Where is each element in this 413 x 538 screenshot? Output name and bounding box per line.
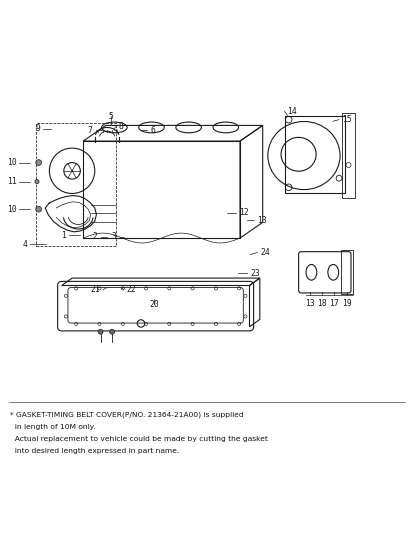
Text: 6: 6 [150, 126, 154, 135]
Circle shape [36, 206, 41, 212]
Text: 21: 21 [90, 285, 100, 294]
Text: 2: 2 [93, 232, 97, 242]
Text: 13: 13 [304, 299, 314, 308]
Text: 8: 8 [118, 122, 123, 131]
Text: into desired length expressed in part name.: into desired length expressed in part na… [10, 449, 178, 455]
Text: 23: 23 [250, 268, 259, 278]
Text: 13: 13 [257, 216, 266, 225]
Text: 9: 9 [35, 124, 40, 133]
Circle shape [98, 329, 103, 334]
Text: 3: 3 [112, 232, 116, 242]
Text: 10: 10 [7, 158, 17, 167]
Text: 12: 12 [238, 208, 248, 217]
Text: 11: 11 [7, 177, 17, 186]
Text: 14: 14 [287, 107, 297, 116]
Text: 7: 7 [88, 126, 93, 135]
Text: 20: 20 [149, 300, 159, 309]
Text: in length of 10M only.: in length of 10M only. [10, 424, 95, 430]
Text: 18: 18 [316, 299, 326, 308]
Circle shape [109, 329, 114, 334]
Text: 19: 19 [342, 299, 351, 308]
Text: 1: 1 [61, 231, 66, 239]
Text: 5: 5 [109, 112, 114, 121]
Text: * GASKET-TIMING BELT COVER(P/NO. 21364-21A00) is supplied: * GASKET-TIMING BELT COVER(P/NO. 21364-2… [10, 412, 243, 418]
Text: Actual replacement to vehicle could be made by cutting the gasket: Actual replacement to vehicle could be m… [10, 436, 267, 442]
Text: 10: 10 [7, 204, 17, 214]
Text: 15: 15 [341, 115, 351, 124]
Circle shape [35, 180, 39, 183]
Text: 22: 22 [126, 285, 136, 294]
Text: 17: 17 [328, 299, 338, 308]
Text: 4: 4 [23, 240, 27, 249]
Circle shape [36, 160, 41, 165]
Text: 24: 24 [260, 248, 269, 257]
